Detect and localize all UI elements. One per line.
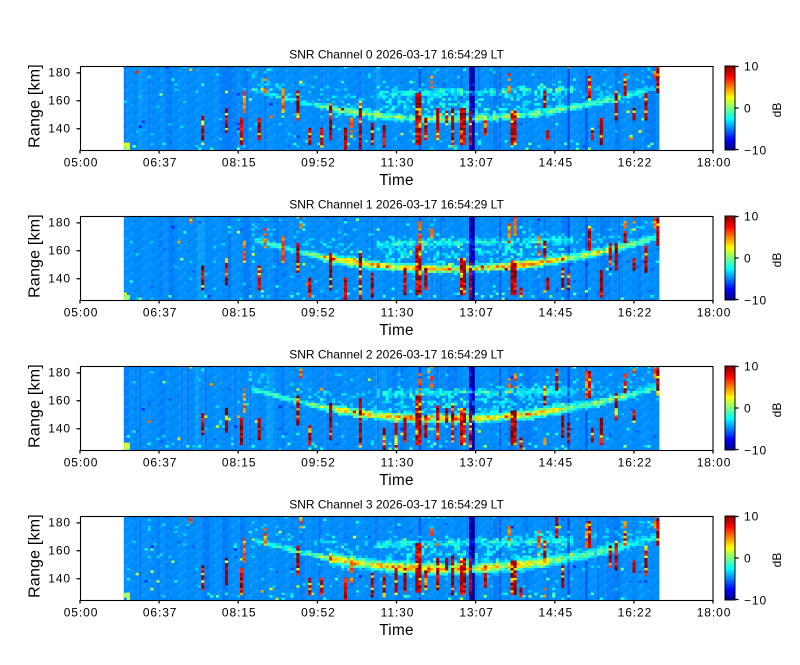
svg-text:16:22: 16:22	[618, 606, 653, 620]
svg-text:14:45: 14:45	[539, 456, 574, 470]
svg-text:−10: −10	[744, 443, 767, 457]
svg-text:05:00: 05:00	[64, 156, 99, 170]
svg-text:160: 160	[48, 94, 71, 108]
svg-text:16:22: 16:22	[618, 456, 653, 470]
svg-text:140: 140	[48, 422, 71, 436]
svg-text:Range [km]: Range [km]	[26, 64, 43, 148]
svg-text:08:15: 08:15	[222, 456, 257, 470]
svg-text:08:15: 08:15	[222, 156, 257, 170]
svg-text:SNR Channel 1 2026-03-17 16:54: SNR Channel 1 2026-03-17 16:54:29 LT	[289, 198, 504, 212]
svg-text:14:45: 14:45	[539, 306, 574, 320]
svg-text:16:22: 16:22	[618, 156, 653, 170]
svg-text:dB: dB	[770, 103, 784, 118]
svg-text:160: 160	[48, 394, 71, 408]
svg-text:11:30: 11:30	[381, 456, 415, 470]
svg-text:18:00: 18:00	[697, 456, 732, 470]
svg-text:Range [km]: Range [km]	[26, 364, 43, 448]
svg-text:160: 160	[48, 544, 71, 558]
svg-text:−10: −10	[744, 593, 767, 607]
svg-text:09:52: 09:52	[301, 306, 336, 320]
svg-text:09:52: 09:52	[301, 156, 336, 170]
svg-text:0: 0	[744, 251, 752, 265]
svg-text:06:37: 06:37	[143, 306, 178, 320]
svg-text:180: 180	[48, 366, 71, 380]
svg-text:09:52: 09:52	[301, 456, 336, 470]
svg-text:140: 140	[48, 122, 71, 136]
svg-text:SNR Channel 3 2026-03-17 16:54: SNR Channel 3 2026-03-17 16:54:29 LT	[289, 498, 504, 512]
svg-text:SNR Channel 2 2026-03-17 16:54: SNR Channel 2 2026-03-17 16:54:29 LT	[289, 348, 504, 362]
svg-text:06:37: 06:37	[143, 156, 178, 170]
svg-text:13:07: 13:07	[459, 456, 494, 470]
svg-text:dB: dB	[770, 553, 784, 568]
svg-text:Time: Time	[379, 472, 414, 489]
svg-text:18:00: 18:00	[697, 606, 732, 620]
svg-text:10: 10	[744, 59, 759, 73]
svg-text:13:07: 13:07	[459, 306, 494, 320]
svg-text:10: 10	[744, 509, 759, 523]
svg-text:Range [km]: Range [km]	[26, 214, 43, 298]
svg-text:11:30: 11:30	[381, 156, 415, 170]
svg-text:SNR Channel 0 2026-03-17 16:54: SNR Channel 0 2026-03-17 16:54:29 LT	[289, 48, 504, 62]
svg-text:05:00: 05:00	[64, 456, 99, 470]
svg-text:−10: −10	[744, 143, 767, 157]
svg-text:05:00: 05:00	[64, 306, 99, 320]
svg-text:18:00: 18:00	[697, 156, 732, 170]
svg-text:09:52: 09:52	[301, 606, 336, 620]
svg-text:0: 0	[744, 101, 752, 115]
svg-text:0: 0	[744, 401, 752, 415]
svg-text:dB: dB	[770, 253, 784, 268]
svg-text:06:37: 06:37	[143, 606, 178, 620]
svg-text:11:30: 11:30	[381, 306, 415, 320]
svg-text:Time: Time	[379, 622, 414, 639]
svg-text:dB: dB	[770, 403, 784, 418]
svg-text:180: 180	[48, 216, 71, 230]
svg-text:18:00: 18:00	[697, 306, 732, 320]
svg-text:10: 10	[744, 209, 759, 223]
svg-text:13:07: 13:07	[459, 606, 494, 620]
svg-text:180: 180	[48, 66, 71, 80]
svg-text:140: 140	[48, 272, 71, 286]
svg-text:06:37: 06:37	[143, 456, 178, 470]
svg-text:10: 10	[744, 359, 759, 373]
svg-text:16:22: 16:22	[618, 306, 653, 320]
svg-text:Time: Time	[379, 172, 414, 189]
svg-text:14:45: 14:45	[539, 606, 574, 620]
svg-text:13:07: 13:07	[459, 156, 494, 170]
svg-text:180: 180	[48, 516, 71, 530]
svg-text:−10: −10	[744, 293, 767, 307]
svg-text:140: 140	[48, 572, 71, 586]
svg-text:Range [km]: Range [km]	[26, 514, 43, 598]
svg-text:11:30: 11:30	[381, 606, 415, 620]
svg-text:0: 0	[744, 551, 752, 565]
svg-text:160: 160	[48, 244, 71, 258]
svg-text:08:15: 08:15	[222, 606, 257, 620]
svg-text:14:45: 14:45	[539, 156, 574, 170]
svg-text:Time: Time	[379, 322, 414, 339]
svg-text:08:15: 08:15	[222, 306, 257, 320]
svg-text:05:00: 05:00	[64, 606, 99, 620]
